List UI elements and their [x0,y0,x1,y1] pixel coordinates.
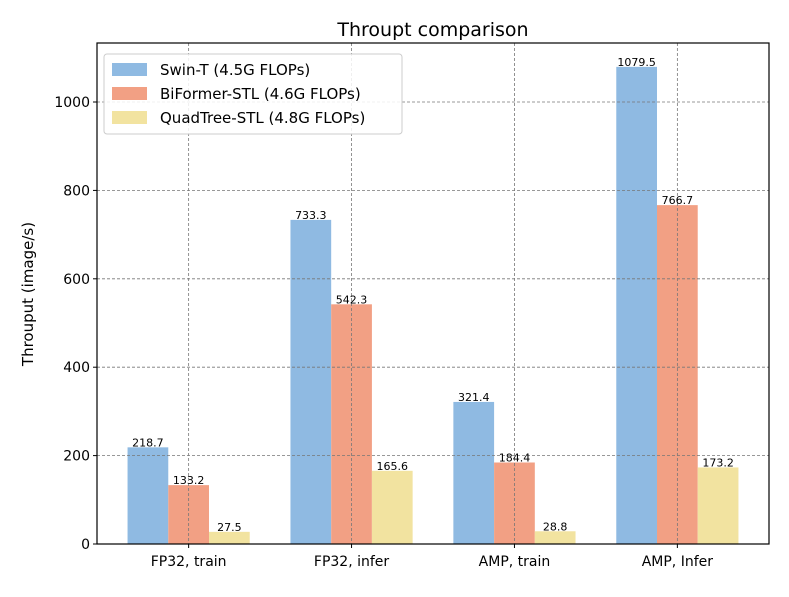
legend-swatch [112,111,147,124]
bar-value-label: 27.5 [217,521,242,534]
y-tick-label: 1000 [54,95,90,111]
x-tick-label: FP32, infer [314,554,390,570]
y-tick-label: 0 [81,537,90,553]
x-tick-label: AMP, train [479,554,551,570]
plot-frame [96,42,770,545]
bar [453,401,495,544]
bar [127,447,169,544]
legend-label: QuadTree-STL (4.8G FLOPs) [160,109,365,127]
y-tick-label: 800 [63,183,90,199]
bar-value-label: 173.2 [702,456,734,469]
x-tick-label: AMP, Infer [642,554,714,570]
bar [534,531,576,544]
y-tick-label: 400 [63,360,90,376]
bar [697,467,739,544]
legend-label: Swin-T (4.5G FLOPs) [160,61,310,79]
y-tick-label: 600 [63,272,90,288]
x-tick-label: FP32, train [151,554,227,570]
bar-value-label: 165.6 [377,460,409,473]
bar-value-label: 542.3 [336,293,368,306]
bar-value-label: 218.7 [132,436,164,449]
bar [371,470,413,544]
legend-label: BiFormer-STL (4.6G FLOPs) [160,85,361,103]
bar-value-label: 321.4 [458,391,490,404]
bar [290,219,332,544]
y-tick-label: 200 [63,449,90,465]
legend-swatch [112,63,147,76]
bar-value-label: 766.7 [662,194,694,207]
bar [209,531,250,544]
bar-value-label: 1079.5 [617,56,656,69]
bar-value-label: 28.8 [543,520,568,533]
legend: Swin-T (4.5G FLOPs) BiFormer-STL (4.6G FL… [103,53,403,135]
bar-value-label: 133.2 [173,474,205,487]
bar-value-label: 184.4 [499,451,531,464]
bar [616,66,657,544]
legend-swatch [112,87,147,100]
chart-title: Throupt comparison [336,19,528,41]
bar-value-label: 733.3 [295,209,327,222]
legend-box [103,53,403,135]
y-axis-label: Throuput (image/s) [19,222,37,367]
